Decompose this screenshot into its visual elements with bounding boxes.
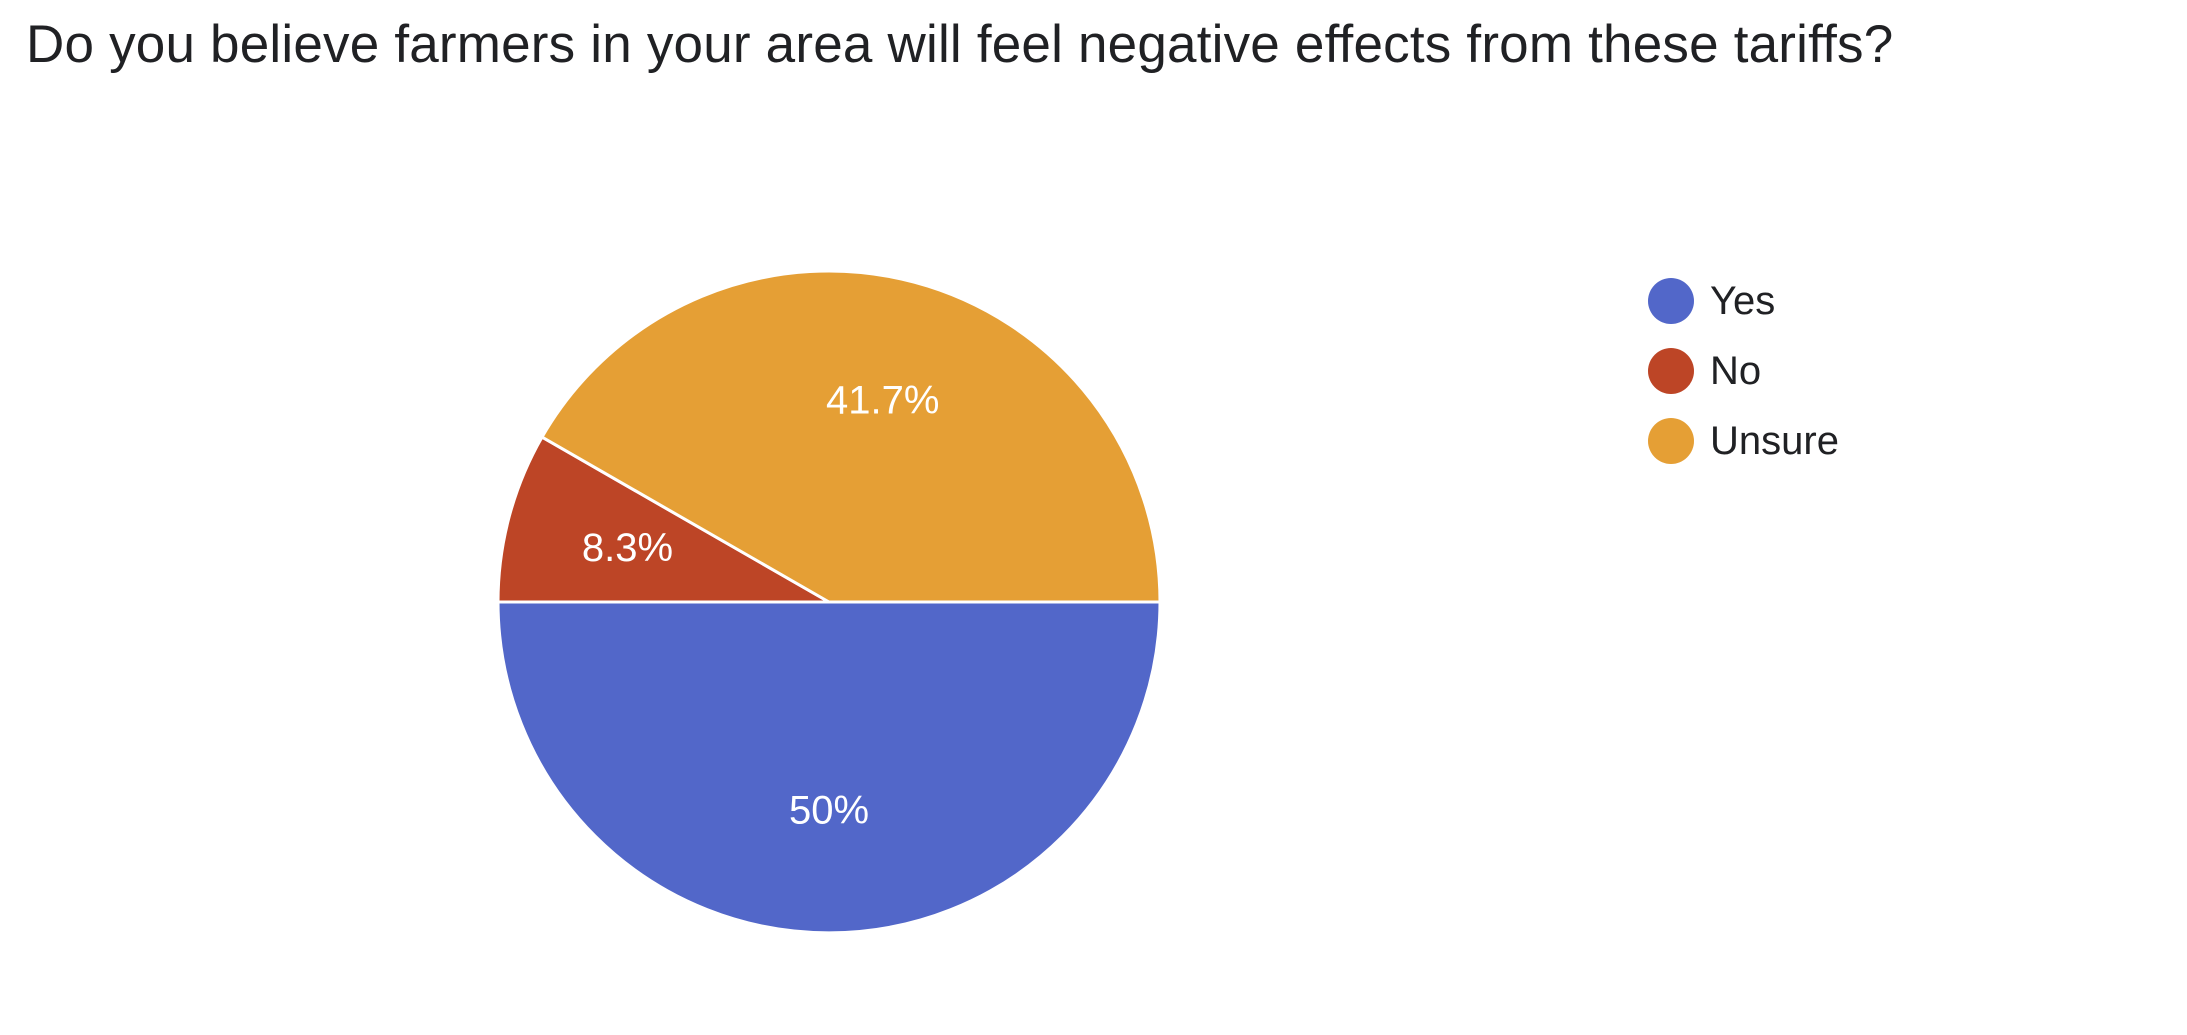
pie-slice-label-yes: 50% [789, 789, 869, 833]
legend-label-unsure: Unsure [1710, 418, 1839, 463]
pie-slice-label-unsure: 41.7% [826, 379, 939, 423]
chart-title: Do you believe farmers in your area will… [26, 15, 1894, 74]
legend-swatch-unsure [1648, 418, 1694, 464]
pie-slice-unsure[interactable] [539, 269, 1162, 604]
legend-label-no: No [1710, 348, 1762, 393]
legend-item-unsure[interactable]: Unsure [1648, 406, 1839, 476]
pie-slice-label-no: 8.3% [582, 526, 673, 570]
pie-slices [496, 269, 1162, 935]
legend-label-yes: Yes [1710, 278, 1776, 323]
legend-swatch-yes [1648, 278, 1694, 324]
legend-item-no[interactable]: No [1648, 336, 1839, 406]
legend: Yes No Unsure [1648, 266, 1839, 476]
pie-slice-yes[interactable] [496, 600, 1162, 935]
pie-slice-no[interactable] [496, 435, 835, 604]
legend-swatch-no [1648, 348, 1694, 394]
legend-item-yes[interactable]: Yes [1648, 266, 1839, 336]
pie-slice-labels: 50% 8.3% 41.7% [582, 379, 940, 833]
